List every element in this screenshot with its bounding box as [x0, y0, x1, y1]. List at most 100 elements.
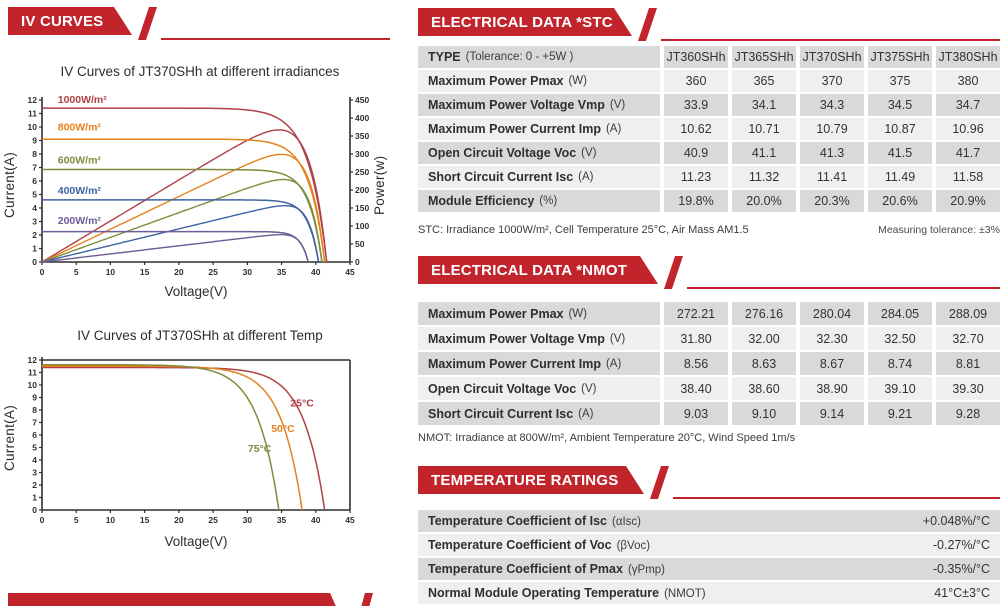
svg-text:15: 15	[140, 267, 150, 277]
row-label: Maximum Power Voltage Vmp (V)	[418, 327, 660, 350]
cell-value: 365	[732, 70, 796, 92]
cell-value: +0.048%/°C	[922, 514, 990, 528]
cell-value: 272.21	[664, 302, 728, 325]
cell-value: 9.21	[868, 402, 932, 425]
cell-value: 10.87	[868, 118, 932, 140]
svg-text:7: 7	[32, 163, 37, 173]
svg-text:450: 450	[355, 95, 369, 105]
cell-value: 8.63	[732, 352, 796, 375]
svg-text:20: 20	[174, 267, 184, 277]
series-label: 600W/m²	[58, 154, 102, 166]
table-row: Maximum Power Current Imp (A) 8.56 8.63 8.67…	[418, 352, 1000, 375]
nmot-table: Maximum Power Pmax (W) 272.21 276.16 280.04 2…	[418, 302, 1000, 427]
cell-value: 34.3	[800, 94, 864, 116]
svg-text:20: 20	[174, 515, 184, 525]
cell-value: 11.32	[732, 166, 796, 188]
svg-text:4: 4	[32, 455, 37, 465]
section-header-temperature-ratings: TEMPERATURE RATINGS	[418, 466, 1000, 500]
svg-text:10: 10	[28, 380, 38, 390]
cell-value: 10.79	[800, 118, 864, 140]
row-label: Module Efficiency (%)	[418, 190, 660, 212]
svg-text:15: 15	[140, 515, 150, 525]
svg-text:5: 5	[74, 515, 79, 525]
cell-value: -0.27%/°C	[932, 538, 990, 552]
cell-value: 9.03	[664, 402, 728, 425]
cell-value: -0.35%/°C	[932, 562, 990, 576]
chart-title-irradiance: IV Curves of JT370SHh at different irrad…	[60, 64, 340, 79]
header-stripe-decoration	[664, 256, 683, 289]
svg-text:45: 45	[345, 515, 355, 525]
svg-text:35: 35	[277, 267, 287, 277]
cell-value: 370	[800, 70, 864, 92]
svg-text:150: 150	[355, 203, 369, 213]
row-label: Open Circuit Voltage Voc (V)	[418, 142, 660, 164]
svg-text:8: 8	[32, 405, 37, 415]
table-row: Maximum Power Voltage Vmp (V) 33.9 34.1 34.3…	[418, 94, 1000, 116]
header-rule	[673, 496, 1000, 499]
row-label: Maximum Power Pmax (W)	[418, 70, 660, 92]
svg-text:300: 300	[355, 149, 369, 159]
cell-value: 32.30	[800, 327, 864, 350]
chart-title-temp: IV Curves of JT370SHh at different Temp	[77, 328, 323, 343]
svg-text:2: 2	[32, 230, 37, 240]
svg-text:7: 7	[32, 418, 37, 428]
section-tab: ELECTRICAL DATA *STC	[418, 8, 632, 36]
cell-value: 38.40	[664, 377, 728, 400]
svg-text:100: 100	[355, 221, 369, 231]
row-label: Maximum Power Voltage Vmp (V)	[418, 94, 660, 116]
svg-text:40: 40	[311, 267, 321, 277]
cell-value: 41.3	[800, 142, 864, 164]
iv-irradiance-chart: 0 5 10 15 20 25 30 35 40 450123456789101112050100…	[28, 94, 370, 277]
table-row: Short Circuit Current Isc (A) 11.23 11.32 11…	[418, 166, 1000, 188]
header-stripe-decoration	[650, 466, 669, 499]
cell-value: 20.3%	[800, 190, 864, 212]
svg-text:250: 250	[355, 167, 369, 177]
cell-value: 11.41	[800, 166, 864, 188]
section-tab: TEMPERATURE RATINGS	[418, 466, 644, 494]
cell-value: 360	[664, 70, 728, 92]
cell-value: 10.71	[732, 118, 796, 140]
section-header-iv-curves: IV CURVES	[8, 7, 390, 41]
x-axis-label-voltage-2: Voltage(V)	[164, 534, 228, 549]
y-axis-label-power: Power(w)	[372, 155, 387, 215]
x-axis-label-voltage-1: Voltage(V)	[164, 284, 228, 299]
cell-value: 9.28	[936, 402, 1000, 425]
model-name: JT375SHh	[868, 46, 932, 68]
cell-value: 31.80	[664, 327, 728, 350]
cell-value: 8.67	[800, 352, 864, 375]
header-rule	[161, 37, 390, 40]
svg-text:10: 10	[106, 515, 116, 525]
table-row: Maximum Power Pmax (W) 360 365 370 375 380	[418, 70, 1000, 92]
series-label: 200W/m²	[58, 215, 102, 227]
cell-value: 32.00	[732, 327, 796, 350]
series-label: 25°C	[290, 397, 314, 409]
svg-text:0: 0	[40, 267, 45, 277]
y-axis-label-current-2: Current(A)	[2, 405, 17, 472]
header-rule	[687, 286, 1000, 289]
table-row: Temperature Coefficient of Pmax (γPmp) -0.…	[418, 558, 1000, 580]
row-label: Maximum Power Current Imp (A)	[418, 352, 660, 375]
svg-text:8: 8	[32, 149, 37, 159]
cell-value: 34.1	[732, 94, 796, 116]
table-row: Temperature Coefficient of Voc (βVoc) -0.2…	[418, 534, 1000, 556]
cell-value: 41.1	[732, 142, 796, 164]
row-label: Short Circuit Current Isc (A)	[418, 402, 660, 425]
model-name: JT380SHh	[936, 46, 1000, 68]
series-label: 75°C	[248, 443, 272, 455]
cell-value: 11.49	[868, 166, 932, 188]
model-name: JT360SHh	[664, 46, 728, 68]
cell-value: 20.0%	[732, 190, 796, 212]
cell-value: 9.10	[732, 402, 796, 425]
svg-text:25: 25	[208, 267, 218, 277]
cell-value: 10.96	[936, 118, 1000, 140]
svg-text:6: 6	[32, 176, 37, 186]
svg-text:1: 1	[32, 493, 37, 503]
cell-value: 9.14	[800, 402, 864, 425]
cell-value: 11.58	[936, 166, 1000, 188]
header-stripe-decoration	[638, 8, 657, 41]
svg-text:9: 9	[32, 136, 37, 146]
series-label: 50°C	[271, 423, 295, 435]
section-title: TEMPERATURE RATINGS	[431, 471, 619, 489]
cell-value: 276.16	[732, 302, 796, 325]
row-label: Maximum Power Current Imp (A)	[418, 118, 660, 140]
